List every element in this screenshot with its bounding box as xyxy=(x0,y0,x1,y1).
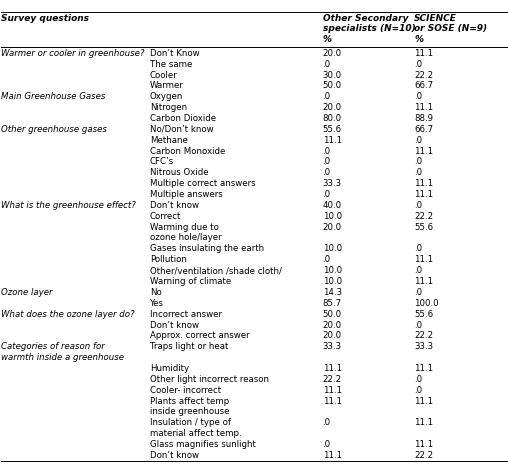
Text: 22.2: 22.2 xyxy=(414,71,433,80)
Text: .0: .0 xyxy=(414,60,422,69)
Text: Pollution: Pollution xyxy=(150,255,187,264)
Text: Other/ventilation /shade cloth/: Other/ventilation /shade cloth/ xyxy=(150,266,282,275)
Text: 22.2: 22.2 xyxy=(414,212,433,221)
Text: Categories of reason for
warmth inside a greenhouse: Categories of reason for warmth inside a… xyxy=(1,342,123,362)
Text: Cooler: Cooler xyxy=(150,71,178,80)
Text: Glass magnifies sunlight: Glass magnifies sunlight xyxy=(150,440,256,449)
Text: Humidity: Humidity xyxy=(150,364,189,373)
Text: Yes: Yes xyxy=(150,299,164,308)
Text: Nitrous Oxide: Nitrous Oxide xyxy=(150,168,208,177)
Text: .0: .0 xyxy=(414,266,422,275)
Text: .0: .0 xyxy=(414,168,422,177)
Text: 20.0: 20.0 xyxy=(323,49,342,58)
Text: 80.0: 80.0 xyxy=(323,114,342,123)
Text: Insulation / type of
material affect temp.: Insulation / type of material affect tem… xyxy=(150,418,241,438)
Text: .0: .0 xyxy=(323,92,331,101)
Text: 50.0: 50.0 xyxy=(323,310,342,319)
Text: .0: .0 xyxy=(323,60,331,69)
Text: Cooler- incorrect: Cooler- incorrect xyxy=(150,386,221,395)
Text: .0: .0 xyxy=(414,158,422,166)
Text: .0: .0 xyxy=(323,158,331,166)
Text: 20.0: 20.0 xyxy=(323,103,342,112)
Text: Ozone layer: Ozone layer xyxy=(1,288,52,297)
Text: 14.3: 14.3 xyxy=(323,288,342,297)
Text: Don’t know: Don’t know xyxy=(150,320,199,330)
Text: 22.2: 22.2 xyxy=(323,375,342,384)
Text: .0: .0 xyxy=(323,255,331,264)
Text: What does the ozone layer do?: What does the ozone layer do? xyxy=(1,310,134,319)
Text: 11.1: 11.1 xyxy=(414,255,433,264)
Text: 11.1: 11.1 xyxy=(323,451,342,460)
Text: Multiple answers: Multiple answers xyxy=(150,190,223,199)
Text: 50.0: 50.0 xyxy=(323,81,342,90)
Text: .0: .0 xyxy=(414,245,422,253)
Text: .0: .0 xyxy=(414,375,422,384)
Text: CFC’s: CFC’s xyxy=(150,158,174,166)
Text: No/Don’t know: No/Don’t know xyxy=(150,125,213,134)
Text: 10.0: 10.0 xyxy=(323,245,342,253)
Text: 30.0: 30.0 xyxy=(323,71,342,80)
Text: 55.6: 55.6 xyxy=(323,125,342,134)
Text: Other light incorrect reason: Other light incorrect reason xyxy=(150,375,269,384)
Text: 11.1: 11.1 xyxy=(414,440,433,449)
Text: Warming due to
ozone hole/layer: Warming due to ozone hole/layer xyxy=(150,223,221,242)
Text: 11.1: 11.1 xyxy=(323,386,342,395)
Text: 33.3: 33.3 xyxy=(323,342,342,351)
Text: 66.7: 66.7 xyxy=(414,81,433,90)
Text: 33.3: 33.3 xyxy=(323,179,342,188)
Text: Carbon Dioxide: Carbon Dioxide xyxy=(150,114,216,123)
Text: 11.1: 11.1 xyxy=(414,277,433,286)
Text: Don’t Know: Don’t Know xyxy=(150,49,200,58)
Text: .0: .0 xyxy=(323,190,331,199)
Text: .0: .0 xyxy=(414,92,422,101)
Text: Main Greenhouse Gases: Main Greenhouse Gases xyxy=(1,92,105,101)
Text: 22.2: 22.2 xyxy=(414,332,433,340)
Text: 11.1: 11.1 xyxy=(414,103,433,112)
Text: 11.1: 11.1 xyxy=(414,49,433,58)
Text: 85.7: 85.7 xyxy=(323,299,342,308)
Text: 33.3: 33.3 xyxy=(414,342,433,351)
Text: What is the greenhouse effect?: What is the greenhouse effect? xyxy=(1,201,136,210)
Text: Correct: Correct xyxy=(150,212,181,221)
Text: .0: .0 xyxy=(323,440,331,449)
Text: 66.7: 66.7 xyxy=(414,125,433,134)
Text: Warmer: Warmer xyxy=(150,81,184,90)
Text: Other Secondary
specialists (N=10)
%: Other Secondary specialists (N=10) % xyxy=(323,14,416,44)
Text: .0: .0 xyxy=(323,418,331,427)
Text: 20.0: 20.0 xyxy=(323,320,342,330)
Text: 11.1: 11.1 xyxy=(414,418,433,427)
Text: 11.1: 11.1 xyxy=(414,179,433,188)
Text: Carbon Monoxide: Carbon Monoxide xyxy=(150,146,225,156)
Text: Plants affect temp
inside greenhouse: Plants affect temp inside greenhouse xyxy=(150,397,229,416)
Text: Oxygen: Oxygen xyxy=(150,92,183,101)
Text: Methane: Methane xyxy=(150,136,188,145)
Text: Nitrogen: Nitrogen xyxy=(150,103,187,112)
Text: 11.1: 11.1 xyxy=(414,146,433,156)
Text: 11.1: 11.1 xyxy=(323,397,342,405)
Text: Don’t know: Don’t know xyxy=(150,451,199,460)
Text: 11.1: 11.1 xyxy=(323,364,342,373)
Text: Don’t know: Don’t know xyxy=(150,201,199,210)
Text: 10.0: 10.0 xyxy=(323,266,342,275)
Text: The same: The same xyxy=(150,60,192,69)
Text: No: No xyxy=(150,288,162,297)
Text: 10.0: 10.0 xyxy=(323,212,342,221)
Text: Multiple correct answers: Multiple correct answers xyxy=(150,179,256,188)
Text: Other greenhouse gases: Other greenhouse gases xyxy=(1,125,106,134)
Text: .0: .0 xyxy=(414,201,422,210)
Text: .0: .0 xyxy=(414,386,422,395)
Text: 11.1: 11.1 xyxy=(323,136,342,145)
Text: Survey questions: Survey questions xyxy=(1,14,88,23)
Text: 55.6: 55.6 xyxy=(414,310,433,319)
Text: 20.0: 20.0 xyxy=(323,332,342,340)
Text: 10.0: 10.0 xyxy=(323,277,342,286)
Text: 40.0: 40.0 xyxy=(323,201,342,210)
Text: 22.2: 22.2 xyxy=(414,451,433,460)
Text: .0: .0 xyxy=(323,168,331,177)
Text: 100.0: 100.0 xyxy=(414,299,438,308)
Text: 55.6: 55.6 xyxy=(414,223,433,232)
Text: .0: .0 xyxy=(414,136,422,145)
Text: 11.1: 11.1 xyxy=(414,190,433,199)
Text: Approx. correct answer: Approx. correct answer xyxy=(150,332,249,340)
Text: 20.0: 20.0 xyxy=(323,223,342,232)
